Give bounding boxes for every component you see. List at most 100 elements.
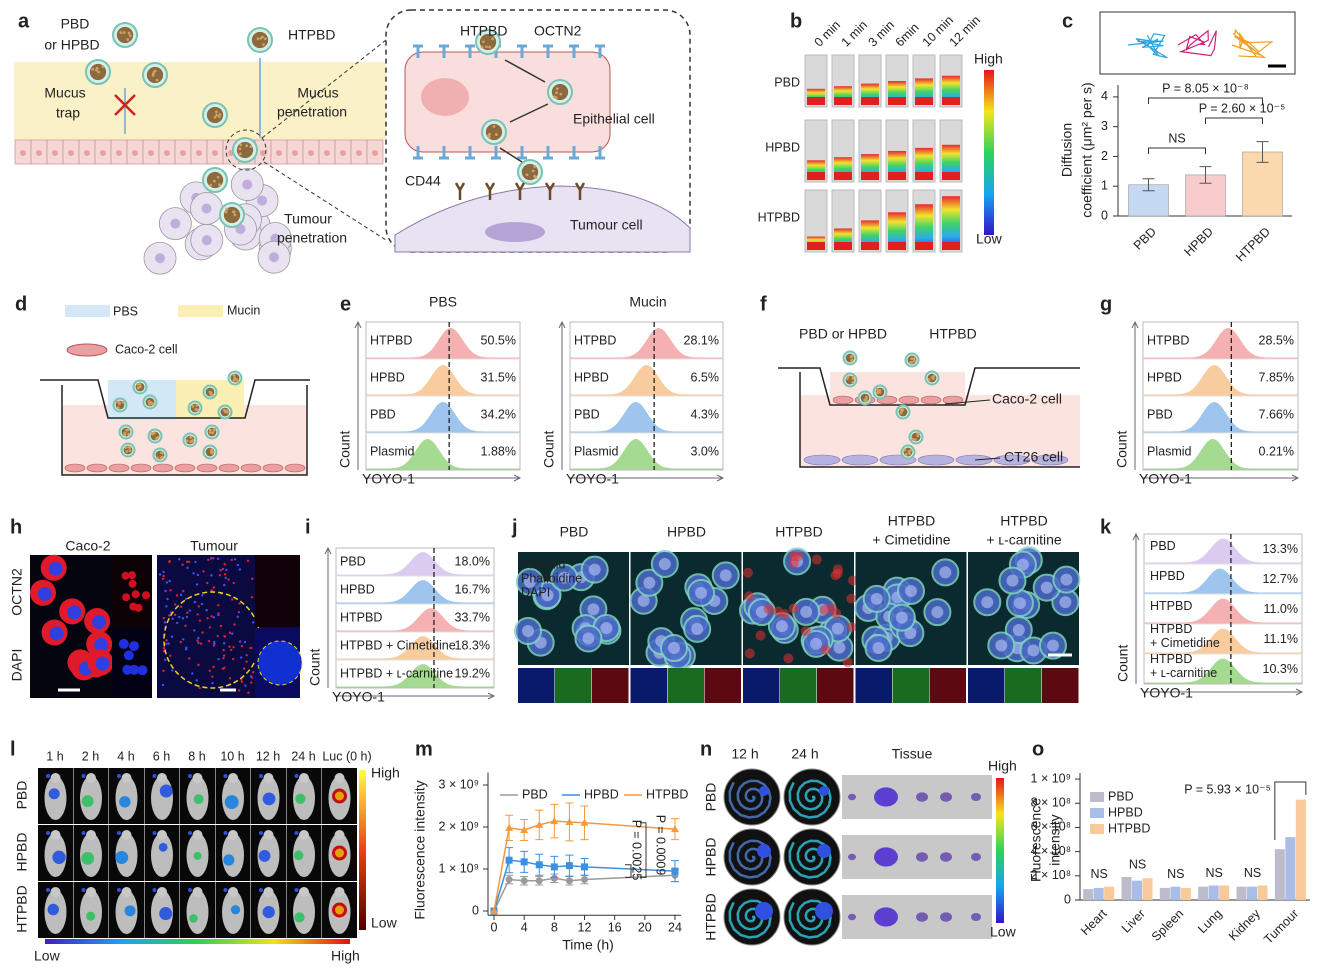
decoration <box>268 252 279 263</box>
decoration <box>157 887 167 897</box>
decoration <box>223 573 227 576</box>
decoration <box>132 150 138 156</box>
decoration <box>543 146 553 160</box>
decoration <box>929 668 966 703</box>
decoration <box>119 796 131 808</box>
panel-label: f <box>760 293 767 315</box>
decoration <box>232 646 235 649</box>
decoration <box>168 579 171 583</box>
decoration <box>788 839 832 879</box>
panel-label: k <box>1100 516 1112 538</box>
row-label: HTPBD <box>703 893 719 940</box>
decoration <box>123 650 134 661</box>
decoration <box>366 328 520 359</box>
decoration <box>755 902 773 920</box>
row-label: HTPBD <box>1147 334 1189 348</box>
decoration <box>176 621 179 625</box>
decoration <box>86 887 96 897</box>
row-label: HPBD <box>370 371 405 385</box>
text: Tumour cell <box>570 217 643 233</box>
decoration <box>258 850 271 862</box>
stain-label: OCTN2 <box>9 568 25 616</box>
decoration <box>218 183 222 187</box>
decoration <box>832 564 843 575</box>
percent-label: 6.5% <box>691 371 720 385</box>
decoration <box>246 559 250 562</box>
row-label: HPBD <box>1147 371 1182 385</box>
column-label: PBD <box>560 524 589 540</box>
decoration <box>1144 538 1302 564</box>
time-label: 8 h <box>188 749 205 763</box>
column-label: + ʟ-carnitine <box>986 532 1062 548</box>
decoration <box>68 150 74 156</box>
y-tick-label: 2 <box>1101 149 1108 163</box>
decoration <box>186 611 189 614</box>
y-tick-label: 1 × 10⁹ <box>439 861 479 875</box>
y-axis-label: coefficient (μm² per s) <box>1079 82 1095 217</box>
decoration <box>913 359 916 363</box>
decoration <box>197 641 200 645</box>
bar <box>1083 889 1094 900</box>
decoration <box>570 474 725 482</box>
decoration <box>194 407 198 411</box>
bar <box>1093 887 1104 900</box>
decoration <box>892 668 929 703</box>
legend-label: PBD <box>1108 789 1134 803</box>
decoration <box>210 574 213 577</box>
decoration <box>261 39 387 139</box>
marker <box>580 818 589 826</box>
decoration <box>439 146 449 160</box>
decoration <box>127 31 131 35</box>
decoration <box>209 183 213 187</box>
text: trap <box>56 105 80 121</box>
marker <box>535 861 543 869</box>
decoration <box>555 668 592 703</box>
decoration <box>222 833 244 877</box>
decoration <box>121 571 130 580</box>
percent-label: 28.5% <box>1259 334 1294 348</box>
decoration <box>940 912 952 922</box>
decoration <box>162 616 165 620</box>
column-label: HTPBD <box>1000 513 1047 529</box>
decoration <box>993 454 1031 466</box>
time-label: 12 h <box>731 746 758 762</box>
decoration <box>232 581 235 585</box>
decoration <box>187 560 191 564</box>
decoration <box>240 680 243 683</box>
y-tick-label: 0 <box>1064 892 1071 906</box>
decoration <box>324 150 330 156</box>
decoration <box>394 185 691 253</box>
panel-label: h <box>10 516 22 538</box>
decoration <box>984 70 994 235</box>
decoration <box>136 382 140 386</box>
decoration <box>101 65 105 69</box>
row-label: HTPBD + ʟ-carnitine <box>340 667 453 681</box>
decoration <box>182 589 185 593</box>
decoration <box>294 912 305 923</box>
decoration <box>179 593 183 596</box>
decoration <box>231 657 235 661</box>
percent-label: 10.3% <box>1263 662 1298 676</box>
decoration <box>198 619 202 622</box>
decoration <box>224 210 228 214</box>
decoration <box>195 679 198 682</box>
decoration <box>50 887 61 897</box>
legend-label: Mucin <box>227 303 260 317</box>
decoration <box>819 604 830 615</box>
decoration <box>211 682 214 685</box>
decoration <box>249 675 253 678</box>
percent-label: 0.21% <box>1259 445 1294 459</box>
decoration <box>874 787 898 807</box>
panel-label: d <box>15 293 27 315</box>
decoration <box>1144 688 1304 696</box>
row-label: HTPBD <box>14 885 30 932</box>
decoration <box>911 437 915 441</box>
decoration <box>916 792 928 802</box>
time-label: 6 h <box>153 749 170 763</box>
decoration <box>160 456 163 460</box>
marker <box>505 856 513 864</box>
percent-label: 11.1% <box>1263 632 1298 646</box>
decoration <box>640 822 647 878</box>
row-label: PBD <box>1150 539 1176 553</box>
decoration <box>223 583 226 587</box>
